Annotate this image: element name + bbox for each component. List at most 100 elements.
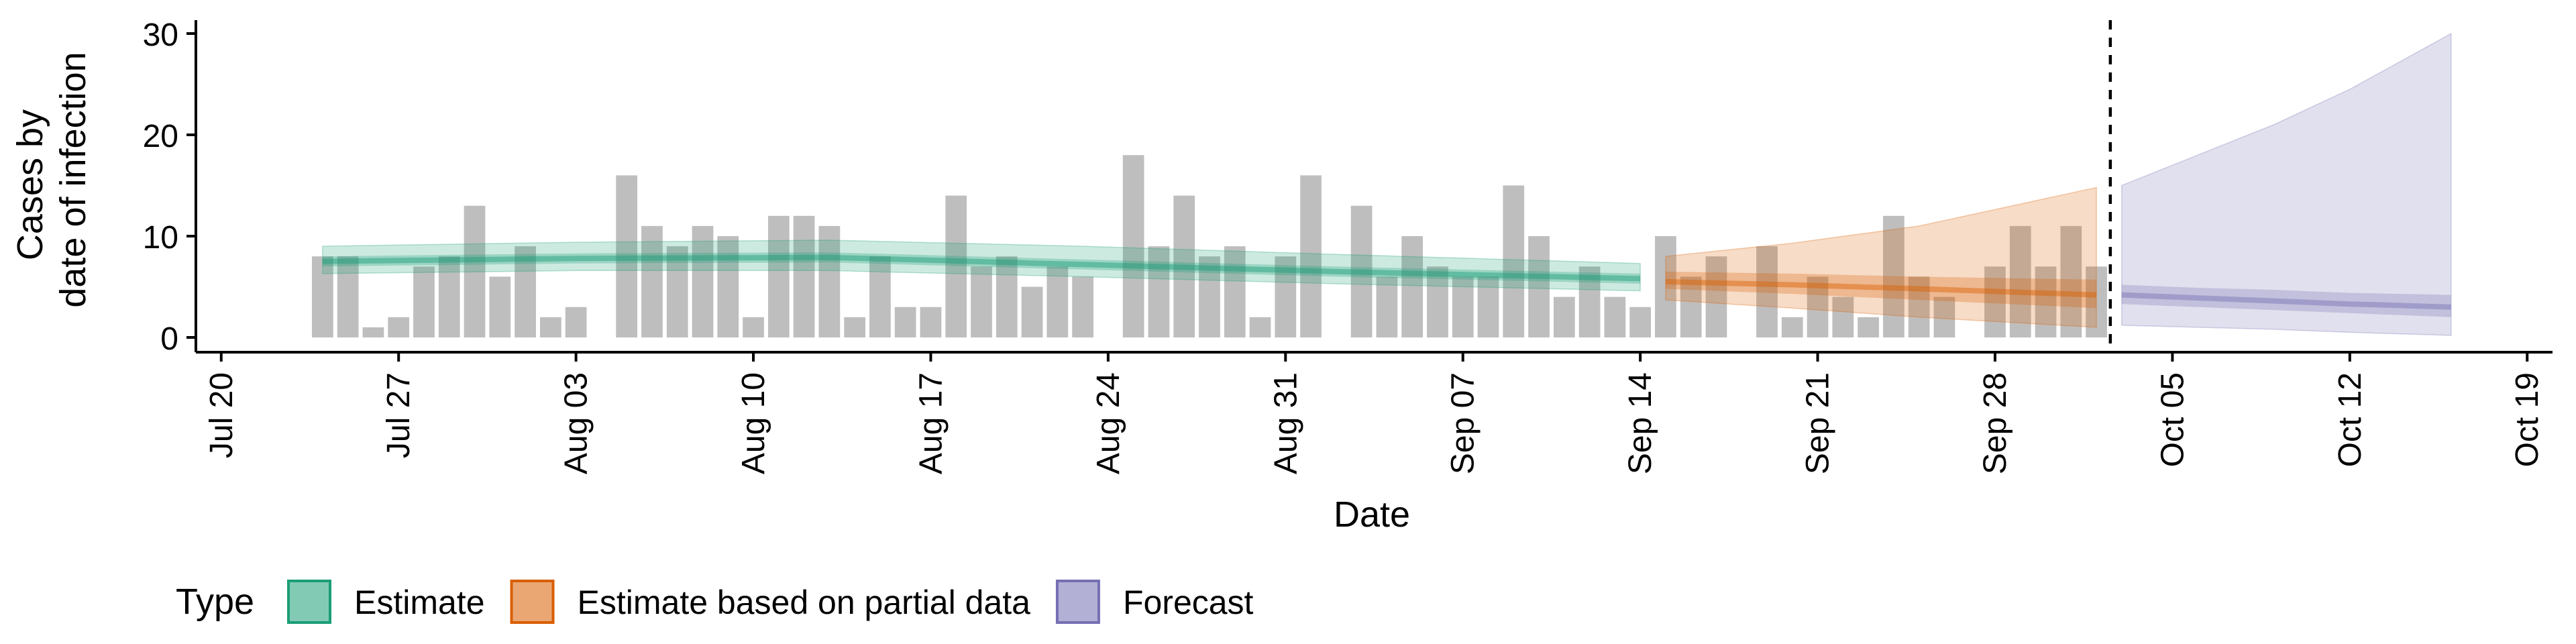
y-tick-label: 10	[143, 220, 178, 256]
case-bar	[1553, 297, 1575, 337]
forecast-band-90	[2121, 32, 2452, 336]
case-bar	[1401, 236, 1424, 337]
case-bar	[1781, 317, 1803, 337]
case-bar	[1199, 256, 1220, 337]
case-bar	[1858, 317, 1879, 337]
case-bar	[869, 256, 891, 337]
case-bar	[894, 307, 916, 337]
legend-item: Forecast	[1055, 580, 1254, 624]
case-bar	[1148, 246, 1170, 337]
case-bar	[793, 215, 815, 337]
case-bar	[1275, 256, 1297, 337]
case-bar	[844, 317, 865, 337]
legend-swatch	[510, 580, 555, 624]
legend-label: Estimate	[354, 584, 485, 621]
forecast-median-line	[2121, 292, 2452, 310]
case-bar	[1984, 266, 2006, 337]
case-bar	[1072, 276, 1093, 337]
case-bar	[2086, 266, 2107, 337]
case-bar	[971, 266, 992, 337]
x-tick-label: Oct 19	[2510, 372, 2545, 467]
plot-area	[312, 20, 2452, 352]
case-bar	[1173, 195, 1195, 337]
y-axis-ticks: 0 10 20 30	[143, 17, 196, 357]
estimate-band-50	[322, 252, 1641, 284]
estimate-bands	[322, 32, 2452, 336]
legend-swatch	[1055, 580, 1100, 624]
x-axis-ticks: Jul 20 Jul 27 Aug 03 Aug 10 Aug 17 Aug 24 Aug …	[204, 352, 2545, 474]
case-bar	[1046, 266, 1069, 337]
legend-swatch	[287, 580, 331, 624]
case-bar	[1705, 256, 1727, 337]
case-bar	[1629, 307, 1651, 337]
x-tick-label: Sep 14	[1623, 372, 1658, 474]
case-bar	[996, 256, 1018, 337]
case-bar	[1528, 236, 1550, 337]
case-bar	[616, 175, 638, 337]
case-bar	[692, 225, 714, 337]
case-bar	[1224, 246, 1246, 337]
legend-item: Estimate	[287, 580, 485, 624]
x-tick-label: Aug 10	[736, 372, 771, 474]
case-bar	[666, 246, 688, 337]
case-bar	[1883, 215, 1904, 337]
case-bar	[1604, 297, 1626, 337]
x-tick-label: Sep 28	[1978, 372, 2013, 474]
case-bar	[489, 276, 511, 337]
case-bar	[565, 307, 587, 337]
x-tick-label: Oct 05	[2155, 372, 2190, 467]
case-bar	[1477, 276, 1499, 337]
partial-estimate-band-90	[1665, 186, 2097, 328]
y-axis-title-line-2: date of infection	[53, 52, 93, 307]
x-tick-label: Aug 31	[1268, 372, 1303, 474]
case-bar	[1300, 175, 1322, 337]
case-bar	[1249, 317, 1271, 337]
case-bar	[1832, 297, 1854, 337]
y-axis-title: Cases by date of infection	[10, 52, 93, 307]
legend: Type Estimate Estimate based on partial d…	[176, 580, 1254, 624]
case-bar	[1376, 276, 1398, 337]
x-tick-label: Aug 24	[1091, 372, 1126, 474]
case-bar	[2009, 225, 2031, 337]
case-bar	[1680, 276, 1702, 337]
legend-items: Estimate Estimate based on partial data Fo…	[287, 580, 1254, 624]
case-bar	[1350, 205, 1373, 337]
legend-title: Type	[176, 582, 254, 622]
x-tick-label: Sep 21	[1801, 372, 1836, 474]
estimate-band-90	[322, 239, 1641, 292]
x-tick-label: Aug 17	[913, 372, 949, 474]
case-bar	[312, 256, 333, 337]
case-bar	[1427, 266, 1448, 337]
y-tick-label: 0	[160, 321, 178, 357]
case-bar	[767, 215, 790, 337]
case-bar	[1756, 246, 1778, 337]
case-bar	[1578, 266, 1601, 337]
forecast-band-50	[2121, 284, 2451, 317]
y-tick-label: 30	[143, 17, 178, 53]
legend-item: Estimate based on partial data	[510, 580, 1031, 624]
y-axis-title-line-1: Cases by	[10, 109, 50, 260]
estimate-median-line	[322, 254, 1641, 282]
case-bar	[464, 205, 486, 337]
case-bar	[438, 256, 460, 337]
legend-label: Forecast	[1123, 584, 1254, 621]
case-bar	[388, 317, 410, 337]
svg-text:Cases by date of infecti: Cases by date of infection	[10, 52, 93, 307]
y-tick-label: 20	[143, 119, 178, 154]
case-bar	[641, 225, 663, 337]
case-bar	[1503, 185, 1525, 337]
case-bar	[515, 246, 536, 337]
partial-estimate-median-line	[1665, 278, 2097, 298]
case-bar	[337, 256, 359, 337]
x-tick-label: Jul 27	[381, 372, 417, 458]
x-tick-label: Aug 03	[559, 372, 594, 474]
axes: 0 10 20 30 Jul 20 Jul 27 Aug 03 Aug 10 Aug 17 Au…	[143, 17, 2553, 474]
case-bar	[1655, 236, 1676, 337]
x-tick-label: Oct 12	[2332, 372, 2368, 467]
case-bar	[1908, 276, 1930, 337]
partial-estimate-band-50	[1665, 271, 2097, 309]
case-bar	[362, 327, 384, 337]
x-axis-title: Date	[1334, 494, 1410, 535]
legend-label: Estimate based on partial data	[578, 584, 1031, 621]
